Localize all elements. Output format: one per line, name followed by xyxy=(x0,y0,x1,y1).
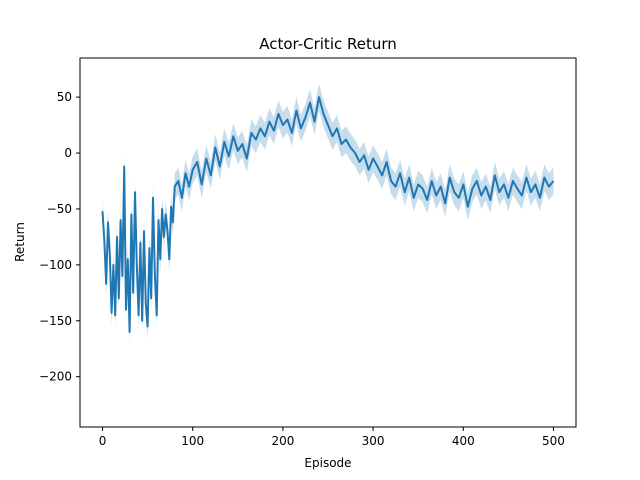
x-tick-label: 0 xyxy=(99,434,107,448)
x-tick-label: 100 xyxy=(181,434,204,448)
chart-title: Actor-Critic Return xyxy=(259,35,397,53)
x-tick-label: 200 xyxy=(271,434,294,448)
y-axis: −200 −150 −100 −50 0 50 xyxy=(39,90,80,384)
x-axis-label: Episode xyxy=(304,456,351,470)
y-tick-label: −150 xyxy=(39,314,72,328)
y-tick-label: −50 xyxy=(47,202,72,216)
y-tick-label: 0 xyxy=(64,146,72,160)
x-tick-label: 400 xyxy=(452,434,475,448)
y-tick-label: 50 xyxy=(57,90,72,104)
return-line xyxy=(101,96,555,333)
plot-area xyxy=(101,83,555,346)
x-tick-label: 300 xyxy=(362,434,385,448)
x-axis: 0 100 200 300 400 500 xyxy=(99,427,565,448)
y-tick-label: −200 xyxy=(39,370,72,384)
x-tick-label: 500 xyxy=(542,434,565,448)
axes-frame xyxy=(79,57,577,428)
y-tick-label: −100 xyxy=(39,258,72,272)
y-axis-label: Return xyxy=(13,222,27,262)
